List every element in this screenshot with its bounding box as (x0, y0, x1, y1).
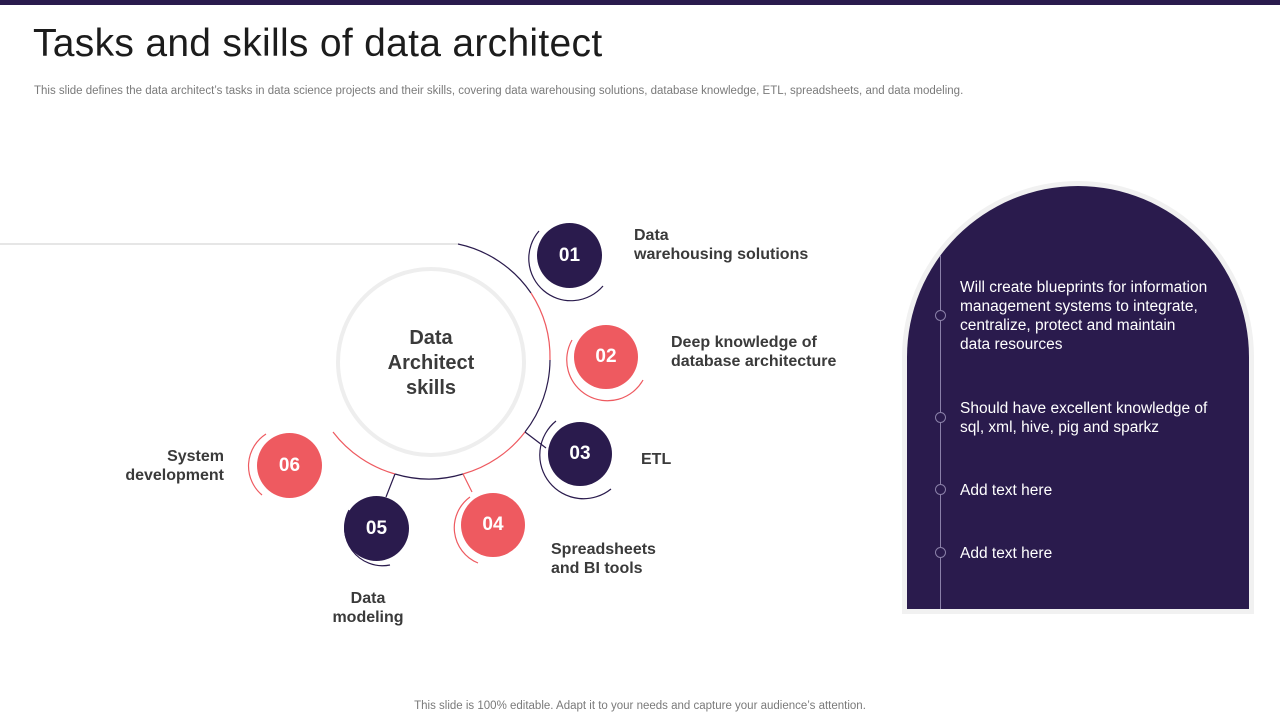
skill-label-line: ETL (641, 451, 672, 468)
skill-number-01: 01 (537, 223, 602, 288)
task-line: Add text here (960, 545, 1053, 562)
skill-label-line: development (125, 467, 224, 484)
top-rule (0, 0, 1280, 5)
tasks-panel (907, 186, 1249, 609)
skill-label-05: Data modeling (318, 589, 418, 627)
skill-label-line: System (167, 448, 224, 465)
skill-number-03: 03 (548, 422, 612, 486)
task-line: Will create blueprints for information (960, 279, 1208, 296)
skill-number-04: 04 (461, 493, 525, 557)
ring-arc-coral-left (332, 431, 396, 475)
bullet-dot-icon (935, 310, 946, 321)
task-line: sql, xml, hive, pig and sparkz (960, 419, 1160, 436)
skill-label-line: Deep knowledge of (671, 334, 817, 351)
skill-label-02: Deep knowledge of database architecture (671, 333, 836, 371)
skill-label-line: Spreadsheets (551, 541, 656, 558)
center-line: Data (409, 327, 453, 349)
skill-label-line: warehousing solutions (634, 246, 809, 263)
bullet-dot-icon (935, 547, 946, 558)
task-text-4: Add text here (960, 544, 1220, 563)
task-text-3: Add text here (960, 481, 1220, 500)
task-line: centralize, protect and maintain (960, 317, 1176, 334)
task-line: Should have excellent knowledge of (960, 400, 1208, 417)
skill-label-04: Spreadsheets and BI tools (551, 540, 656, 578)
task-line: Add text here (960, 482, 1053, 499)
arc-06 (248, 433, 267, 496)
skill-label-line: modeling (332, 609, 404, 626)
ring-arc-coral-lower (462, 431, 526, 475)
slide-subtitle: This slide defines the data architect’s … (34, 85, 964, 97)
skill-label-line: database architecture (671, 353, 837, 370)
ring-arc-navy-right (524, 359, 551, 433)
slide-title: Tasks and skills of data architect (33, 22, 603, 65)
arc-02 (566, 339, 644, 402)
skill-label-01: Data warehousing solutions (634, 226, 808, 264)
center-circle (336, 267, 526, 457)
ring-arc-navy-bottom (394, 473, 464, 480)
arc-04 (453, 496, 479, 564)
skill-label-line: Data (634, 227, 669, 244)
center-line: skills (405, 377, 457, 399)
bullet-dot-icon (935, 412, 946, 423)
panel-timeline-line (940, 255, 941, 609)
bullet-dot-icon (935, 484, 946, 495)
ring-arc-coral-right (530, 292, 551, 361)
skill-number-06: 06 (257, 433, 322, 498)
skill-number-05: 05 (344, 496, 409, 561)
skill-label-line: Data (350, 590, 386, 607)
connector-03 (524, 431, 547, 449)
skill-label-line: and BI tools (551, 560, 643, 577)
task-line: data resources (960, 336, 1063, 353)
slide-footer: This slide is 100% editable. Adapt it to… (414, 700, 866, 712)
task-line: management systems to integrate, (960, 298, 1198, 315)
skill-number-02: 02 (574, 325, 638, 389)
skill-label-06: System development (104, 447, 224, 485)
arc-01 (528, 230, 604, 302)
task-text-2: Should have excellent knowledge of sql, … (960, 399, 1220, 437)
connector-05 (385, 473, 396, 498)
center-label: Data Architect skills (356, 326, 506, 401)
task-text-1: Will create blueprints for information m… (960, 278, 1220, 354)
center-line: Architect (387, 352, 475, 374)
ring-arc-navy-top (457, 243, 532, 294)
skill-label-03: ETL (641, 450, 671, 469)
connector-04 (462, 473, 473, 493)
arc-03 (539, 420, 612, 500)
